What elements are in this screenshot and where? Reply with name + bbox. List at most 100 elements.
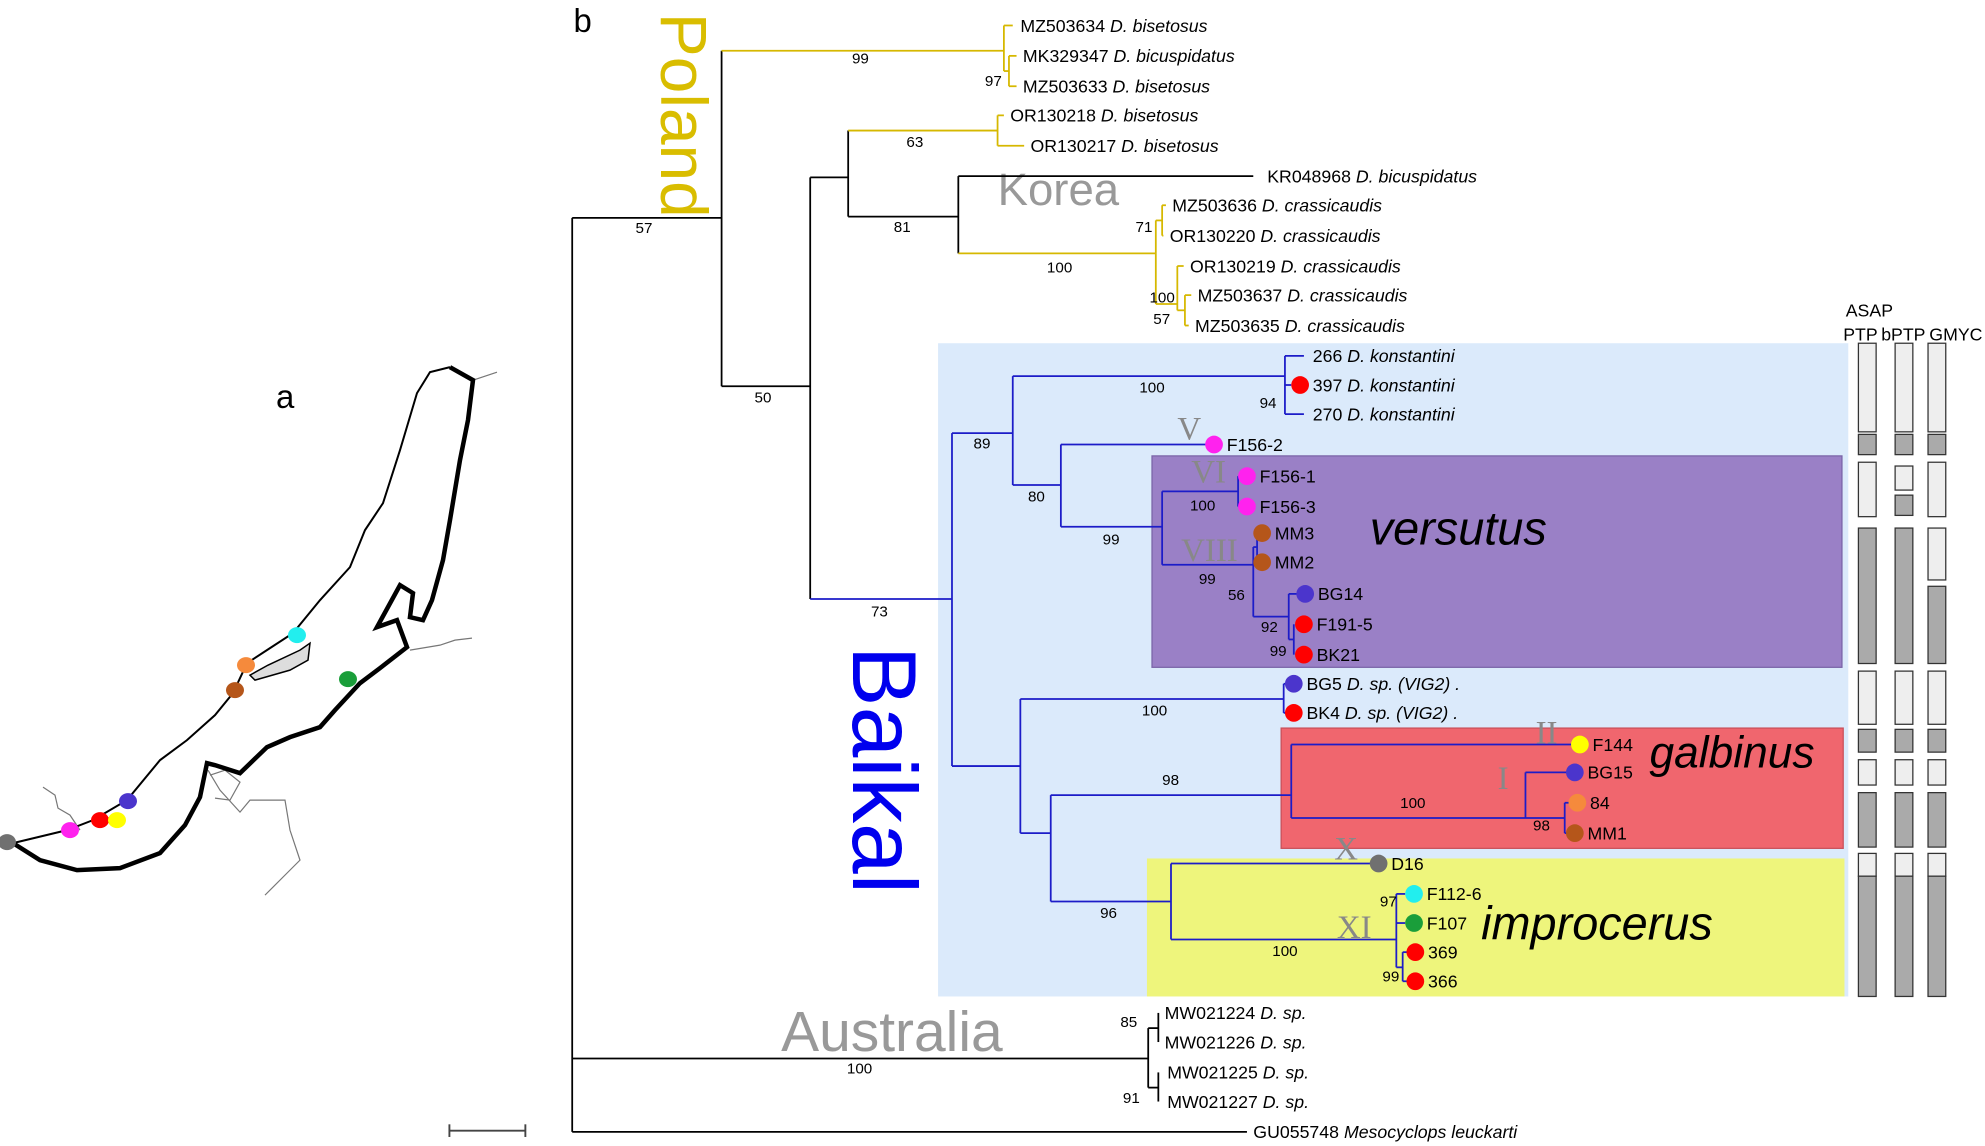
site-dot [1565, 824, 1584, 843]
method-header: GMYC [1929, 325, 1982, 345]
map-site-dot [287, 627, 306, 644]
delimitation-segment-ptp [1857, 433, 1877, 456]
leaf-id: 270 [1313, 404, 1348, 424]
leaf: 84 [1568, 793, 1610, 813]
bootstrap-value: 99 [1382, 968, 1399, 985]
leaf: MZ503636 D. crassicaudis [1172, 196, 1382, 216]
delimitation-segment-ptp [1857, 875, 1877, 998]
leaf-label: F144 [1593, 735, 1634, 755]
delimitation-segment-bptp [1894, 433, 1914, 456]
method-header: PTP [1843, 325, 1877, 345]
leaf-species: D. konstantini [1347, 404, 1455, 424]
sampling-sites [0, 627, 357, 851]
leaf-label: BG5 D. sp. (VIG2) . [1306, 674, 1460, 694]
leaf-species: D. crassicaudis [1281, 256, 1401, 276]
leaf: OR130218 D. bisetosus [1010, 106, 1198, 126]
leaf-label: OR130217 D. bisetosus [1030, 136, 1218, 156]
leaf: BK21 [1295, 645, 1360, 665]
haplogroup-label: VI [1191, 454, 1226, 490]
leaf-label: F191-5 [1317, 615, 1373, 635]
leaf: BG15 [1565, 763, 1633, 783]
leaf-label: OR130218 D. bisetosus [1010, 106, 1198, 126]
leaf: 366 [1406, 972, 1458, 992]
delimitation-segment-bptp [1894, 852, 1914, 877]
leaf-label: BG15 [1587, 763, 1632, 783]
site-dot [1238, 467, 1256, 486]
delimitation-segment-ptp [1857, 527, 1877, 665]
leaf-id: 266 [1313, 346, 1343, 366]
delimitation-segment-gmyc [1927, 433, 1947, 456]
leaf-label: KR048968 D. bicuspidatus [1267, 166, 1477, 186]
map-site-dot [90, 812, 109, 829]
leaf: 270 D. konstantini [1313, 404, 1456, 424]
haplogroup-label: I [1498, 761, 1509, 797]
leaf-id: MW021226 [1165, 1032, 1256, 1052]
leaf: F107 [1405, 913, 1467, 933]
site-dot [1295, 615, 1313, 634]
region-label-korea: Korea [998, 164, 1120, 215]
leaf: GU055748 Mesocyclops leuckarti [1253, 1122, 1518, 1142]
leaf-id: F156-2 [1227, 435, 1283, 455]
leaf-label: F156-1 [1260, 466, 1316, 486]
site-dot [1406, 943, 1425, 962]
leaf: MZ503633 D. bisetosus [1023, 77, 1210, 97]
leaf: MM3 [1253, 523, 1314, 543]
scale-bar [448, 1124, 527, 1137]
leaf-id: KR048968 [1267, 166, 1351, 186]
bootstrap-value: 98 [1533, 818, 1550, 835]
leaf-id: MM1 [1587, 823, 1626, 843]
map-site-dot [60, 822, 79, 839]
leaf: MZ503635 D. crassicaudis [1195, 316, 1405, 336]
clade-label-versutus: versutus [1370, 503, 1547, 555]
olkhon-island [248, 641, 311, 681]
leaf-id: F191-5 [1317, 615, 1373, 635]
leaf-id: BK21 [1317, 645, 1360, 665]
leaf: MW021225 D. sp. [1167, 1063, 1309, 1083]
leaf-id: OR130218 [1010, 106, 1096, 126]
leaf-id: F112-6 [1427, 884, 1482, 904]
haplogroup-label: XI [1337, 910, 1372, 946]
leaf: F191-5 [1295, 615, 1373, 635]
region-label-poland: Poland [647, 13, 721, 218]
method-header: bPTP [1881, 325, 1925, 345]
leaf: BG14 [1296, 584, 1363, 604]
leaf-id: MW021224 [1165, 1003, 1256, 1023]
leaf-species: D. sp. [1260, 1003, 1306, 1023]
leaf-label: GU055748 Mesocyclops leuckarti [1253, 1122, 1518, 1142]
leaf: OR130217 D. bisetosus [1030, 136, 1218, 156]
leaf-id: MZ503634 [1020, 16, 1105, 36]
leaf-id: OR130217 [1030, 136, 1116, 156]
leaf-species: D. crassicaudis [1285, 316, 1405, 336]
delimitation-segment-bptp [1894, 494, 1914, 517]
delimitation-segment-ptp [1857, 792, 1877, 848]
leaf-id: OR130219 [1190, 256, 1276, 276]
delimitation-segment-bptp [1894, 342, 1914, 433]
leaf: OR130219 D. crassicaudis [1190, 256, 1401, 276]
panel-label-a: a [276, 378, 295, 415]
bootstrap-value: 92 [1261, 619, 1278, 636]
leaf: MW021227 D. sp. [1167, 1092, 1309, 1112]
haplogroup-label: VIII [1181, 533, 1238, 569]
bootstrap-value: 73 [871, 604, 888, 621]
leaf: MM2 [1253, 553, 1314, 573]
leaf-label: BG14 [1318, 584, 1363, 604]
galbinus-clade-box [1280, 727, 1844, 849]
leaf-species: D. sp. (VIG2) . [1347, 674, 1460, 694]
bootstrap-value: 81 [894, 219, 911, 236]
leaf-id: BG5 [1306, 674, 1342, 694]
leaf-id: D16 [1391, 854, 1424, 874]
site-dot [1253, 553, 1272, 572]
delimitation-segment-ptp [1857, 728, 1877, 753]
map-site-dot [236, 657, 255, 674]
leaf: F156-1 [1238, 466, 1316, 486]
leaf-id: F107 [1427, 913, 1467, 933]
leaf: MW021224 D. sp. [1165, 1003, 1307, 1023]
leaf-id: MZ503633 [1023, 77, 1108, 97]
bootstrap-value: 100 [1047, 259, 1072, 276]
leaf-label: 397 D. konstantini [1313, 375, 1456, 395]
leaf: F112-6 [1405, 884, 1482, 904]
bootstrap-value: 50 [755, 390, 772, 407]
leaf-species: D. bicuspidatus [1114, 46, 1235, 66]
bootstrap-value: 96 [1100, 905, 1117, 922]
leaf-species: D. sp. [1263, 1092, 1309, 1112]
